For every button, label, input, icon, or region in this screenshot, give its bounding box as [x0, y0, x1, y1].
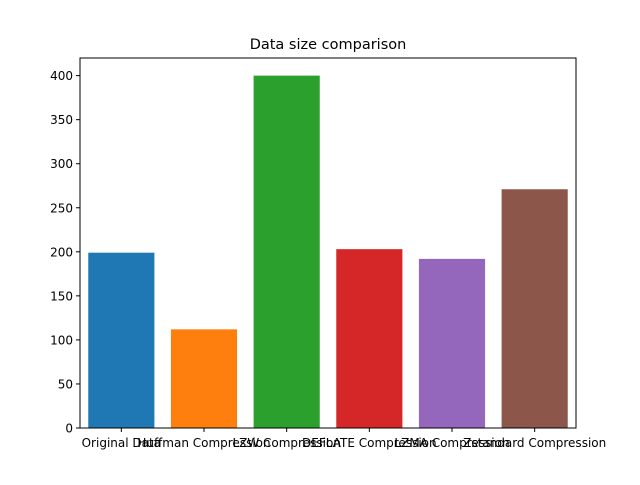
- bar-3: [336, 249, 403, 428]
- x-tick-label: LZW Compression: [232, 436, 340, 450]
- x-tick-label: Zstandard Compression: [463, 436, 606, 450]
- chart-title: Data size comparison: [250, 37, 407, 53]
- plot-frame: [79, 57, 577, 429]
- y-tick-label: 200: [50, 245, 73, 259]
- y-tick-label: 250: [50, 201, 73, 215]
- x-tick-label: Original Data: [82, 436, 161, 450]
- bar-5: [501, 189, 568, 428]
- x-tick-label: LZMA Compression: [394, 436, 509, 450]
- y-tick-label: 150: [50, 289, 73, 303]
- bar-2: [253, 75, 320, 428]
- bars: [88, 75, 568, 428]
- y-tick-label: 300: [50, 157, 73, 171]
- y-tick-label: 100: [50, 333, 73, 347]
- y-tick-label: 50: [58, 377, 73, 391]
- x-tick-label: DEFLATE Compression: [302, 436, 437, 450]
- y-axis: 0 50 100 150 200 250 300 350 400: [50, 69, 80, 436]
- x-tick-label: Huffman Compression: [137, 436, 270, 450]
- bar-1: [170, 329, 238, 428]
- bar-0: [88, 252, 155, 428]
- y-tick-label: 350: [50, 113, 73, 127]
- bar-4: [418, 258, 486, 428]
- y-tick-label: 0: [65, 422, 73, 436]
- y-tick-label: 400: [50, 69, 73, 83]
